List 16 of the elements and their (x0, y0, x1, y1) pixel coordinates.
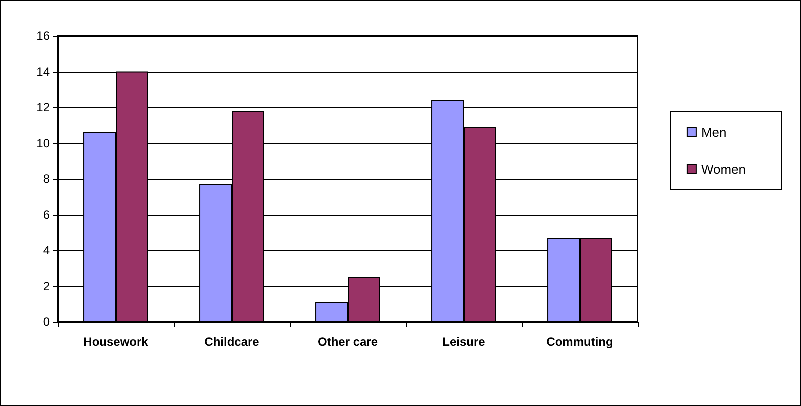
y-tick-label: 8 (43, 172, 50, 186)
x-tick-label: Commuting (546, 335, 614, 349)
legend-label: Men (701, 125, 727, 140)
y-tick-label: 0 (43, 315, 50, 329)
x-tick-label: Housework (84, 335, 149, 349)
x-tick-label: Childcare (204, 335, 260, 349)
x-tick-label: Leisure (442, 335, 486, 349)
y-tick-label: 4 (43, 244, 50, 258)
y-tick-label: 14 (36, 64, 50, 79)
y-tick-label: 12 (36, 100, 50, 114)
x-tick-label: Other care (318, 335, 378, 349)
y-tick-label: 2 (43, 279, 50, 294)
y-tick-label: 6 (43, 208, 50, 222)
y-tick-label: 16 (36, 29, 50, 43)
legend-label: Women (701, 162, 746, 177)
y-tick-label: 10 (36, 136, 50, 150)
